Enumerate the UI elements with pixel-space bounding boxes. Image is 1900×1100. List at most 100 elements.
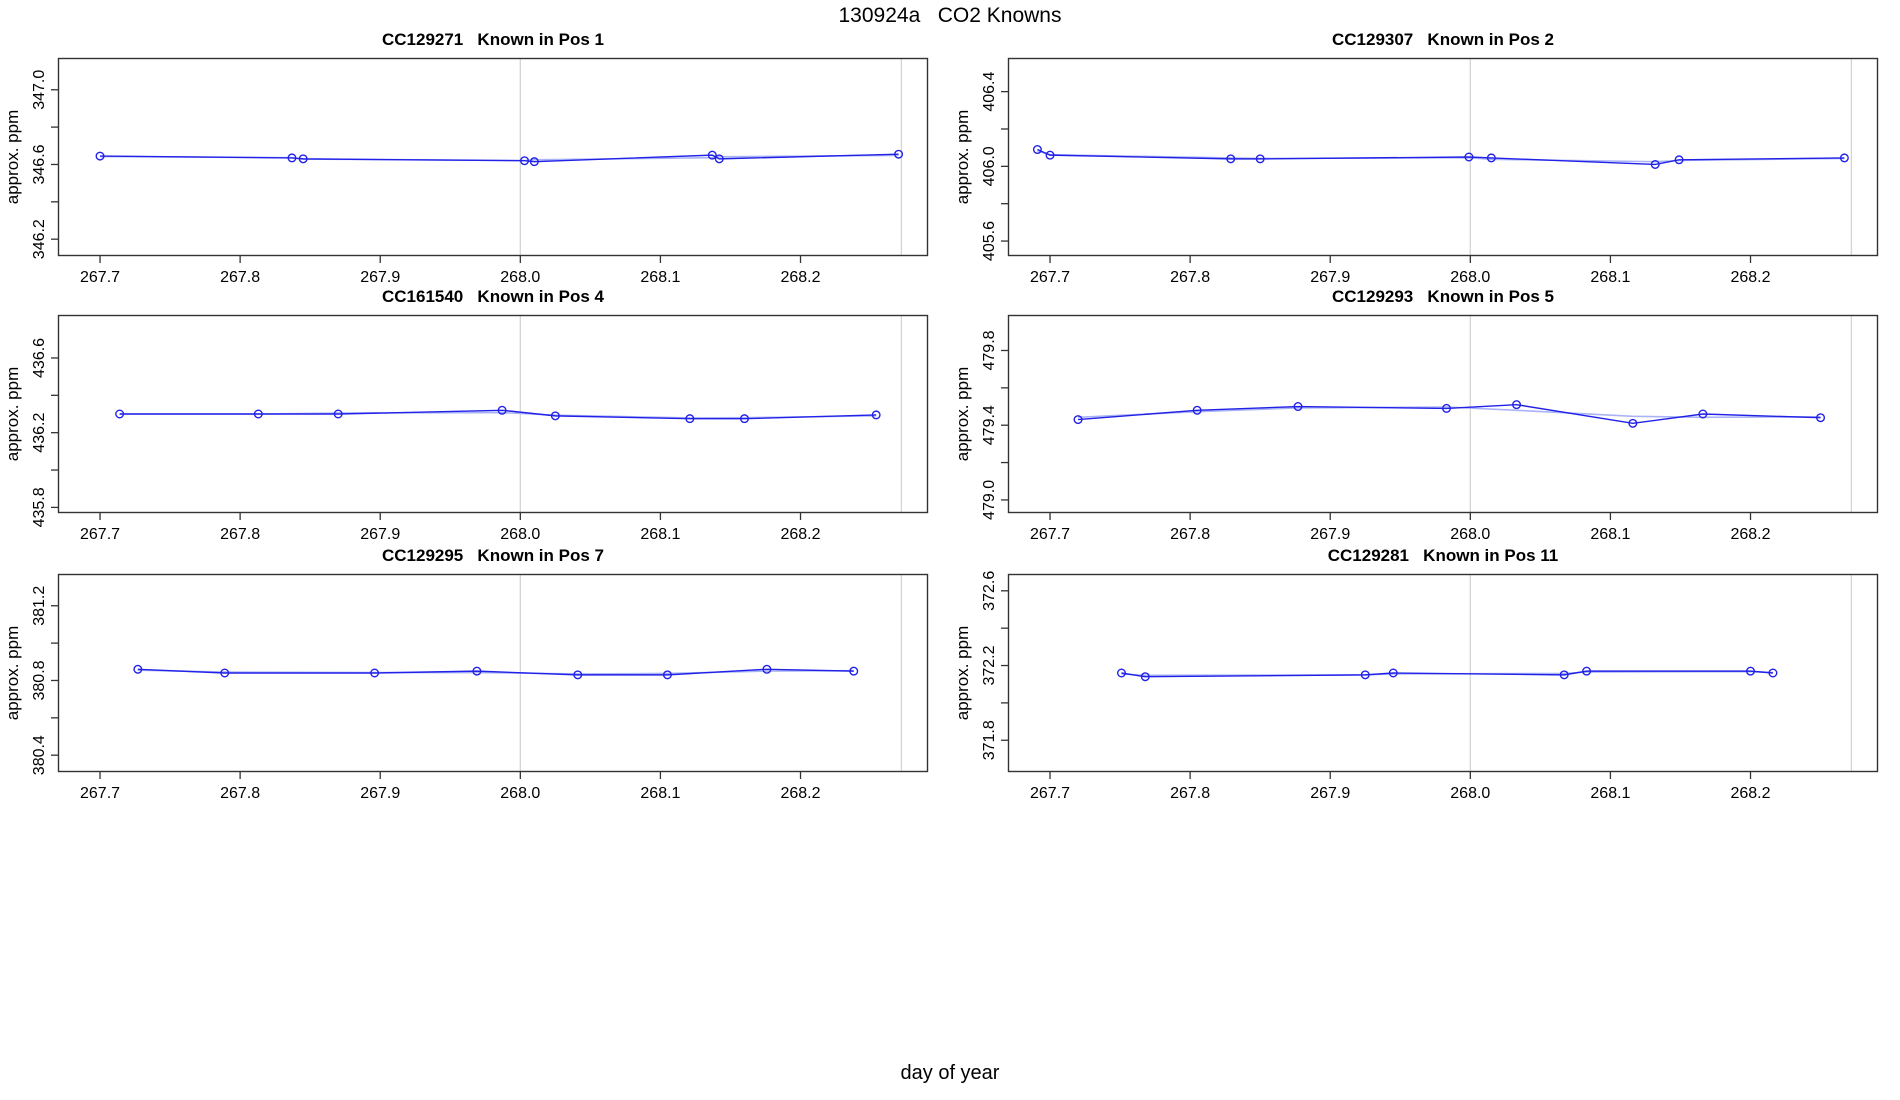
data-point-marker: [133, 664, 143, 674]
y-tick-label: 436.2: [31, 413, 48, 453]
x-tick-label: 267.9: [360, 526, 400, 543]
data-point-marker: [871, 410, 881, 420]
x-tick-label: 268.2: [1730, 785, 1770, 802]
chart-panel-5: CC129295 Known in Pos 7 267.7 267.8 267.9 26…: [0, 544, 948, 812]
y-tick-label: 381.2: [31, 586, 48, 626]
x-tick-label: 267.9: [1310, 526, 1350, 543]
y-axis-title: approx. ppm: [953, 367, 972, 462]
data-point-marker: [714, 154, 724, 164]
x-tick-label: 267.7: [1030, 269, 1070, 286]
y-axis-title: approx. ppm: [3, 367, 22, 462]
x-tick-label: 267.8: [1170, 785, 1210, 802]
plot-area: 267.7 267.8 267.9 268.0 268.1 268.2 371.8 372.2…: [953, 571, 1879, 802]
x-tick-label: 268.1: [640, 526, 680, 543]
data-point-marker: [1674, 155, 1684, 165]
smooth-trend-line: [1037, 150, 1845, 163]
data-point-marker: [1698, 409, 1708, 419]
data-point-marker: [1032, 145, 1042, 155]
chart-panel-4: CC129293 Known in Pos 5 267.7 267.8 267.9 26…: [928, 285, 1898, 553]
data-point-marker: [529, 157, 539, 167]
x-tick-label: 268.2: [780, 269, 820, 286]
data-point-marker: [1045, 150, 1055, 160]
data-point-marker: [739, 414, 749, 424]
data-point-marker: [1360, 670, 1370, 680]
data-point-marker: [1650, 159, 1660, 169]
data-point-marker: [333, 409, 343, 419]
y-tick-label: 479.0: [981, 480, 998, 520]
data-point-marker: [1486, 153, 1496, 163]
x-tick-label: 267.8: [220, 785, 260, 802]
x-tick-label: 268.0: [1450, 269, 1490, 286]
chart-panel-3: CC161540 Known in Pos 4 267.7 267.8 267.9 26…: [0, 285, 948, 553]
plot-border: [1007, 314, 1879, 514]
data-point-marker: [894, 149, 904, 159]
x-tick-label: 267.9: [1310, 269, 1350, 286]
y-tick-label: 406.4: [981, 72, 998, 112]
plot-border: [57, 57, 929, 257]
data-point-marker: [115, 409, 125, 419]
y-tick-label: 380.4: [31, 735, 48, 775]
data-point-marker: [849, 666, 859, 676]
x-tick-label: 268.1: [640, 269, 680, 286]
plot-area: 267.7 267.8 267.9 268.0 268.1 268.2 405.6 406.0…: [953, 57, 1879, 286]
y-tick-label: 380.8: [31, 660, 48, 700]
x-tick-label: 268.0: [500, 526, 540, 543]
data-point-marker: [1839, 153, 1849, 163]
x-tick-label: 268.1: [1590, 526, 1630, 543]
data-point-marker: [1768, 668, 1778, 678]
x-tick-label: 268.0: [500, 269, 540, 286]
x-tick-label: 267.8: [220, 269, 260, 286]
data-point-marker: [1226, 154, 1236, 164]
data-point-marker: [287, 153, 297, 163]
data-point-marker: [472, 666, 482, 676]
x-tick-label: 268.2: [780, 785, 820, 802]
data-point-marker: [1559, 670, 1569, 680]
data-point-marker: [253, 409, 263, 419]
chart-panel-1: CC129271 Known in Pos 1 267.7 267.8 267.9 26…: [0, 28, 948, 296]
y-axis-title: approx. ppm: [3, 626, 22, 721]
x-tick-label: 267.9: [1310, 785, 1350, 802]
data-point-marker: [95, 151, 105, 161]
y-tick-label: 372.2: [981, 645, 998, 685]
y-axis-title: approx. ppm: [953, 626, 972, 721]
y-tick-label: 479.8: [981, 330, 998, 370]
y-tick-label: 347.0: [31, 70, 48, 110]
x-tick-label: 267.8: [1170, 269, 1210, 286]
panel-title: CC129281 Known in Pos 11: [1327, 546, 1559, 565]
x-tick-label: 267.8: [220, 526, 260, 543]
panel-title: CC129293 Known in Pos 5: [1331, 287, 1554, 306]
data-line: [100, 153, 899, 163]
y-tick-label: 436.6: [31, 338, 48, 378]
data-line: [119, 409, 877, 420]
plot-area: 267.7 267.8 267.9 268.0 268.1 268.2 380.4 380.8…: [3, 573, 929, 802]
data-point-marker: [370, 668, 380, 678]
data-line: [1037, 148, 1845, 166]
data-point-marker: [1388, 668, 1398, 678]
plot-area: 267.7 267.8 267.9 268.0 268.1 268.2 479.0 479.4…: [953, 314, 1879, 543]
data-point-marker: [1512, 400, 1522, 410]
data-point-marker: [573, 670, 583, 680]
y-tick-label: 371.8: [981, 720, 998, 760]
panel-title: CC161540 Known in Pos 4: [381, 287, 604, 306]
data-point-marker: [1464, 152, 1474, 162]
data-point-marker: [685, 414, 695, 424]
plot-border: [1007, 57, 1879, 257]
x-tick-label: 267.8: [1170, 526, 1210, 543]
x-tick-label: 267.7: [80, 526, 120, 543]
panel-title: CC129271 Known in Pos 1: [381, 30, 604, 49]
x-tick-label: 268.0: [1450, 526, 1490, 543]
figure-title: 130924a CO2 Knowns: [838, 4, 1062, 27]
x-tick-label: 267.7: [80, 269, 120, 286]
x-tick-label: 268.0: [1450, 785, 1490, 802]
data-point-marker: [298, 154, 308, 164]
data-point-marker: [220, 668, 230, 678]
panel-title: CC129295 Known in Pos 7: [381, 546, 604, 565]
x-tick-label: 268.2: [780, 526, 820, 543]
data-point-marker: [1442, 403, 1452, 413]
data-line: [1121, 670, 1773, 678]
y-axis-title: approx. ppm: [953, 110, 972, 205]
plot-area: 267.7 267.8 267.9 268.0 268.1 268.2 346.2 346.6…: [3, 57, 929, 286]
panel-title: CC129307 Known in Pos 2: [1331, 30, 1554, 49]
data-point-marker: [762, 664, 772, 674]
